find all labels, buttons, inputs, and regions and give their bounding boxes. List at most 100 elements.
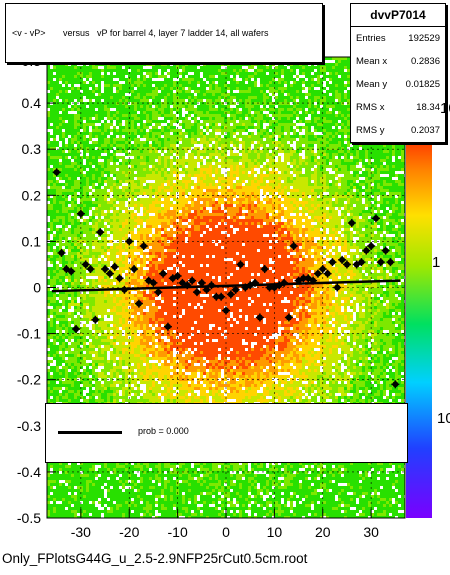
profile-point [260,265,269,274]
stat-label: Mean y [356,79,388,90]
legend-text: prob = 0.000 [138,426,189,436]
stat-row-rms-x: RMS x 18.34 [351,96,445,119]
profile-point [357,258,366,267]
profile-point [173,271,182,280]
profile-point [275,281,284,290]
x-tick-label: 20 [315,524,331,540]
color-scale-label: 1 [432,254,441,271]
stat-label: Entries [356,33,386,44]
profile-point [67,267,76,276]
profile-point [386,258,395,267]
stat-value: 0.01825 [405,79,440,90]
y-tick-label: 0.1 [22,233,42,249]
profile-point [347,218,356,227]
profile-point [144,276,153,285]
stat-label: RMS y [356,125,385,136]
x-tick-label: 10 [267,524,283,540]
title-box: <v - vP> versus vP for barrel 4, layer 7… [5,3,323,63]
profile-point [139,242,148,251]
profile-point [62,265,71,274]
profile-point [328,258,337,267]
profile-point [294,276,303,285]
profile-point [367,242,376,251]
profile-point [342,260,351,269]
profile-point [96,228,105,237]
profile-point [241,283,250,292]
y-tick-label: -0.3 [17,418,41,434]
profile-point [251,278,260,287]
stat-row-mean-y: Mean y 0.01825 [351,73,445,96]
profile-point [154,288,163,297]
profile-point [188,276,197,285]
profile-point [270,283,279,292]
profile-point [222,306,230,315]
profile-point [120,285,129,294]
stat-label: Mean x [356,56,388,67]
profile-point [159,269,168,278]
stats-box: dvvP7014 Entries 192529 Mean x 0.2836 Me… [350,3,446,143]
stats-name: dvvP7014 [351,4,445,27]
stat-row-entries: Entries 192529 [351,27,445,50]
profile-point [163,322,172,331]
profile-point [91,315,100,324]
profile-point [323,269,332,278]
profile-point [115,274,124,283]
stat-label: RMS x [356,102,385,113]
y-tick-label: -0.4 [17,464,41,480]
profile-point [101,265,110,274]
profile-point [72,324,81,333]
stat-row-mean-x: Mean x 0.2836 [351,50,445,73]
color-scale-label: 10 [437,410,450,427]
profile-point [81,260,90,269]
profile-point [168,274,177,283]
y-tick-label: -0.2 [17,372,41,388]
profile-point [57,248,66,257]
profile-point [362,246,371,255]
stat-value: 192529 [408,33,440,44]
footer-filename: Only_FPlotsG44G_u_2.5-2.9NFP25rCut0.5cm.… [2,551,308,566]
profile-point [338,255,347,264]
y-tick-label: -0.5 [17,510,41,526]
profile-point [134,299,143,308]
profile-point [309,276,318,285]
profile-point [217,292,226,301]
profile-point [52,168,61,177]
profile-point [192,288,201,297]
profile-point [231,285,240,294]
profile-point [183,281,192,290]
profile-point [202,285,211,294]
stat-value: 0.2836 [410,56,440,67]
profile-point [105,269,114,278]
profile-point [313,269,322,278]
x-tick-label: -10 [168,524,188,540]
profile-point [236,260,245,269]
profile-point [381,246,390,255]
x-tick-label: -30 [71,524,91,540]
y-tick-label: 0.3 [22,141,42,157]
y-tick-label: 0.4 [22,95,42,111]
color-scale-label: 10 [440,100,450,117]
profile-point [149,278,158,287]
color-scale-bar [406,130,432,518]
profile-point [284,313,293,322]
profile-point [352,260,361,269]
fit-line [51,279,401,293]
profile-point [125,237,134,246]
profile-point [371,214,380,223]
profile-point [76,209,85,218]
profile-point [318,265,327,274]
x-tick-label: 30 [363,524,379,540]
profile-point [207,281,216,290]
legend-box: prob = 0.000 [45,403,408,463]
chart-title: <v - vP> versus vP for barrel 4, layer 7… [12,28,269,38]
profile-point [130,265,139,274]
profile-point [178,278,187,287]
x-tick-label: -20 [119,524,139,540]
profile-point [376,258,385,267]
stat-value: 0.2037 [410,125,440,136]
y-tick-label: 0.2 [22,187,42,203]
profile-point [246,281,255,290]
profile-point [197,278,206,287]
profile-point [289,242,298,251]
stat-value: 18.34 [416,102,440,113]
